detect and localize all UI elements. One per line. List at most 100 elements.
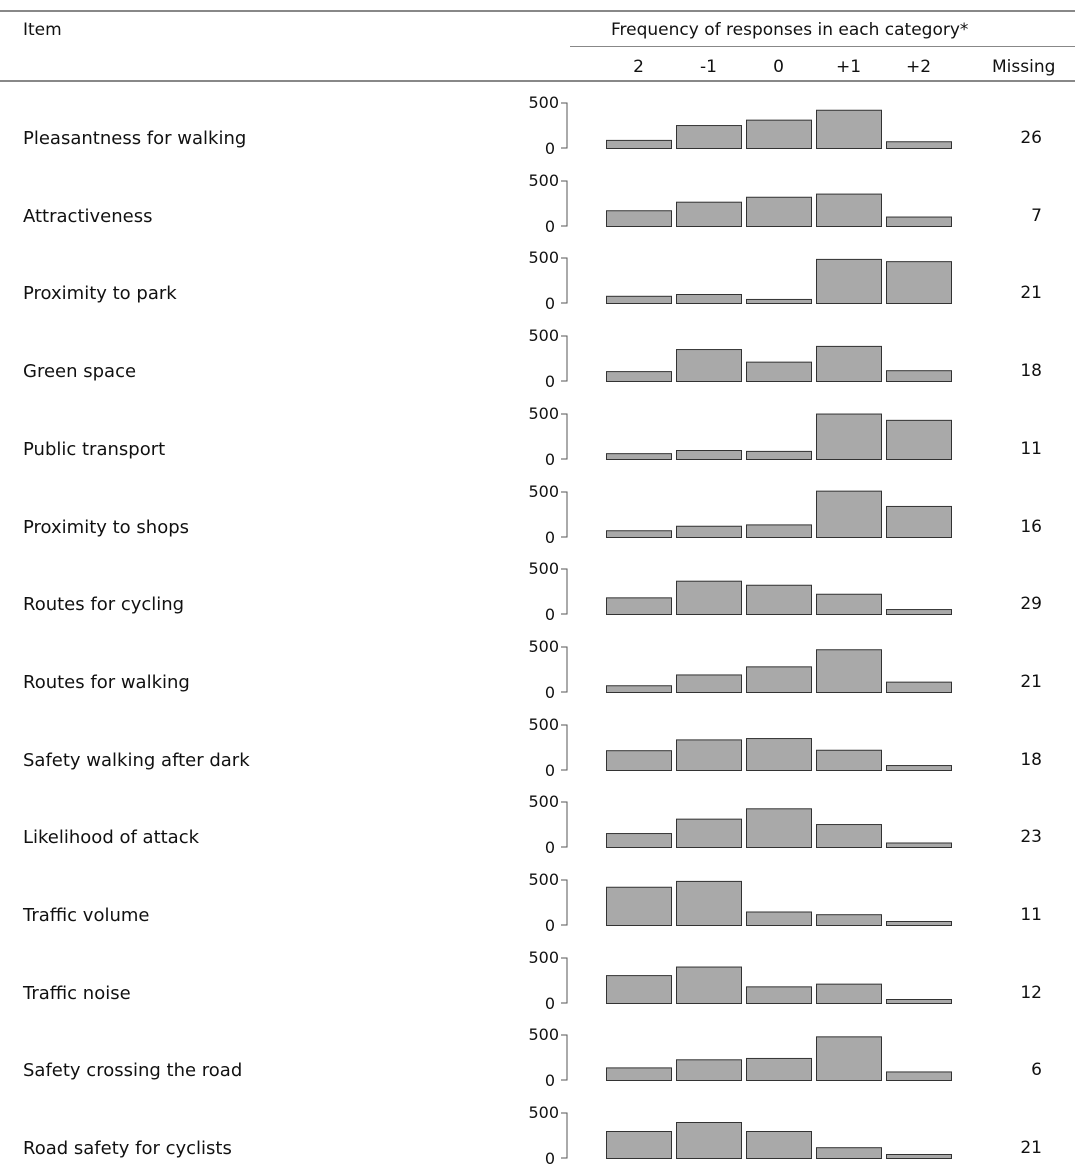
bar [886, 216, 952, 227]
missing-count: 21 [1020, 283, 1042, 304]
header-bottom-rule [0, 80, 1075, 82]
bar [886, 419, 952, 460]
y-axis-min-label: 0 [545, 1071, 555, 1088]
bar [886, 842, 952, 849]
bar [676, 1059, 742, 1082]
bar [606, 597, 672, 616]
y-axis-max-label: 500 [528, 637, 559, 656]
bar [676, 818, 742, 849]
y-axis-line [561, 257, 568, 304]
bar [886, 764, 952, 771]
y-axis-min-label: 0 [545, 217, 555, 234]
bar [746, 911, 812, 926]
bar [816, 490, 882, 538]
bar [676, 125, 742, 149]
bar [816, 749, 882, 771]
bar [886, 505, 952, 538]
row-label: Attractiveness [23, 205, 153, 227]
missing-count: 11 [1020, 905, 1042, 925]
row-bar-chart: 500 0 [528, 326, 952, 389]
bar [676, 738, 742, 771]
row-bar-chart: 500 0 [528, 171, 952, 234]
y-axis-line [561, 413, 568, 460]
bar [886, 681, 952, 693]
bar [676, 1122, 742, 1160]
bar [606, 833, 672, 849]
bar [676, 201, 742, 227]
row-label: Traffic volume [23, 905, 150, 926]
y-axis-max-label: 500 [528, 93, 559, 112]
y-axis-min-label: 0 [545, 528, 555, 545]
row-bar-chart: 500 0 [528, 1025, 952, 1088]
bar [746, 119, 812, 150]
bar [746, 450, 812, 460]
category-header: +1 [835, 57, 862, 77]
bar [816, 1036, 882, 1082]
y-axis-max-label: 500 [528, 482, 559, 501]
row-label: Road safety for cyclists [23, 1138, 232, 1160]
top-rule [0, 10, 1075, 12]
category-header: 0 [773, 57, 784, 77]
bar [816, 824, 882, 849]
item-column-header: Item [23, 20, 62, 40]
missing-count: 21 [1020, 671, 1042, 692]
y-axis-min-label: 0 [545, 605, 555, 622]
row-bar-chart: 500 0 [528, 870, 952, 933]
row-label: Green space [23, 361, 137, 383]
y-axis-min-label: 0 [545, 994, 555, 1011]
y-axis-line [561, 335, 568, 382]
y-axis-line [561, 646, 568, 693]
row-bar-chart: 500 0 [528, 404, 952, 467]
bar [676, 449, 742, 460]
bar [816, 649, 882, 693]
bar [606, 974, 672, 1004]
missing-count: 29 [1020, 594, 1042, 615]
bar [746, 666, 812, 693]
y-axis-max-label: 500 [528, 792, 559, 811]
row-label: Traffic noise [23, 982, 131, 1004]
bar [746, 523, 812, 538]
y-axis-line [561, 1034, 568, 1081]
missing-count: 21 [1020, 1138, 1042, 1159]
y-axis-line [561, 180, 568, 227]
bar [676, 966, 742, 1004]
missing-count: 12 [1020, 982, 1042, 1003]
row-bar-chart: 500 0 [528, 948, 952, 1011]
y-axis-line [561, 102, 568, 149]
bar [606, 685, 672, 693]
bar [746, 299, 812, 305]
row-label: Safety walking after dark [23, 749, 250, 771]
row-bar-chart: 500 0 [528, 637, 952, 700]
row-bar-chart: 500 0 [528, 792, 952, 855]
missing-count: 18 [1020, 361, 1042, 382]
y-axis-line [561, 724, 568, 771]
bar [886, 141, 952, 149]
row-bar-chart: 500 0 [528, 93, 952, 156]
y-axis-max-label: 500 [528, 326, 559, 345]
y-axis-min-label: 0 [545, 450, 555, 467]
bar [886, 609, 952, 616]
y-axis-line [561, 801, 568, 848]
y-axis-line [561, 1112, 568, 1159]
bar [746, 1131, 812, 1160]
bar [886, 998, 952, 1004]
bar [746, 737, 812, 771]
missing-count: 16 [1020, 516, 1042, 537]
bar [606, 749, 672, 771]
row-bar-chart: 500 0 [528, 715, 952, 778]
missing-count: 18 [1020, 749, 1042, 770]
row-label: Likelihood of attack [23, 827, 200, 849]
bar [676, 525, 742, 538]
bar [746, 1058, 812, 1082]
bar [746, 808, 812, 849]
category-header: +2 [905, 57, 932, 77]
missing-count: 11 [1020, 438, 1042, 459]
y-axis-min-label: 0 [545, 139, 555, 156]
y-axis-min-label: 0 [545, 683, 555, 700]
bar [886, 1154, 952, 1160]
bar [606, 452, 672, 460]
bar [606, 371, 672, 383]
bar [816, 983, 882, 1004]
row-label: Proximity to shops [23, 516, 190, 538]
bar [886, 921, 952, 926]
